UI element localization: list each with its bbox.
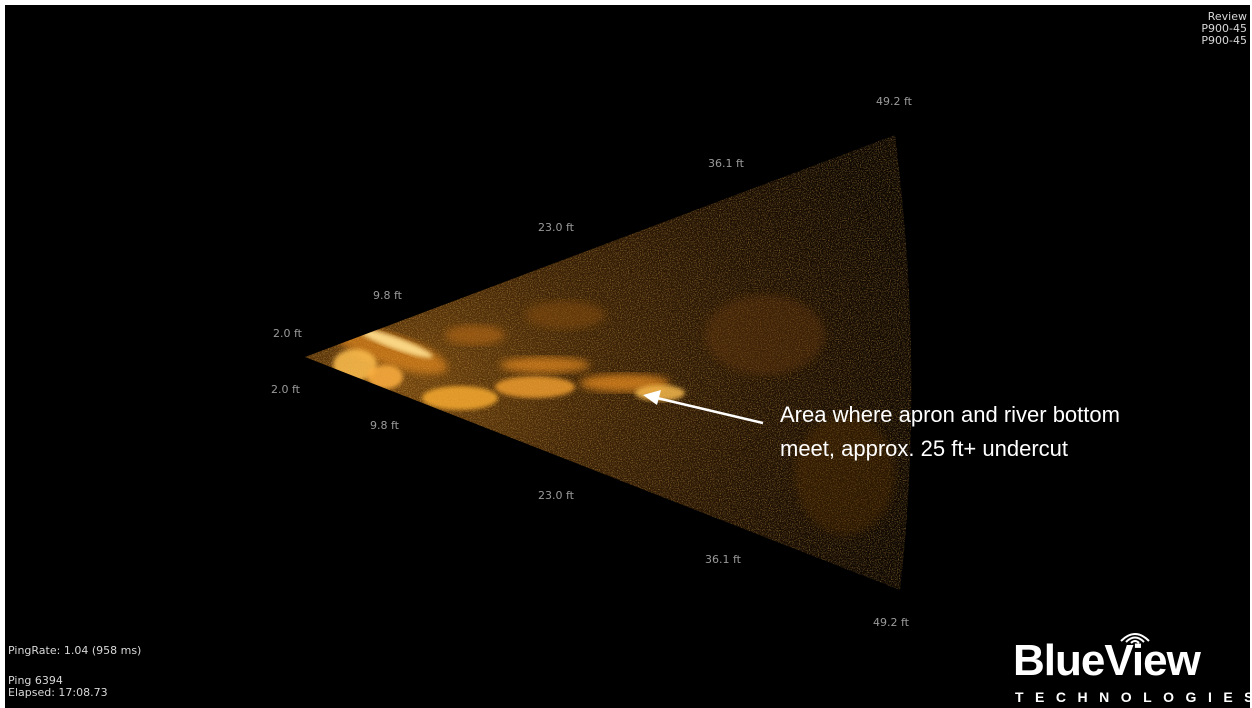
sonar-display: 2.0 ft 9.8 ft 23.0 ft 36.1 ft 49.2 ft 2.… (5, 5, 1250, 708)
range-label-upper-3: 23.0 ft (538, 221, 574, 234)
logo-name: BlueView (1013, 636, 1201, 685)
mode-label: Review (1207, 10, 1247, 23)
annotation-arrow (643, 390, 764, 425)
wireless-waves-icon (1120, 633, 1150, 644)
range-label-lower-1: 2.0 ft (271, 383, 300, 396)
range-label-upper-1: 2.0 ft (273, 327, 302, 340)
range-label-lower-5: 49.2 ft (873, 616, 909, 629)
range-label-upper-2: 9.8 ft (373, 289, 402, 302)
range-label-lower-3: 23.0 ft (538, 489, 574, 502)
elapsed-time: Elapsed: 17:08.73 (8, 686, 108, 699)
sonar-speckle (305, 135, 912, 590)
header-info: Review P900-45 P900-45 (1201, 11, 1247, 47)
ping-count: Ping 6394 (8, 674, 63, 687)
range-label-lower-4: 36.1 ft (705, 553, 741, 566)
range-label-lower-2: 9.8 ft (370, 419, 399, 432)
logo-subtitle: TECHNOLOGIES (1015, 689, 1250, 705)
blueview-logo: BlueView TECHNOLOGIES (1005, 623, 1250, 708)
annotation-text: Area where apron and river bottom meet, … (780, 402, 1120, 461)
ping-rate: PingRate: 1.04 (958 ms) (8, 644, 142, 657)
sonar-image (305, 135, 912, 590)
range-label-upper-4: 36.1 ft (708, 157, 744, 170)
model-label-2: P900-45 (1201, 34, 1247, 47)
range-label-upper-5: 49.2 ft (876, 95, 912, 108)
model-label-1: P900-45 (1201, 22, 1247, 35)
